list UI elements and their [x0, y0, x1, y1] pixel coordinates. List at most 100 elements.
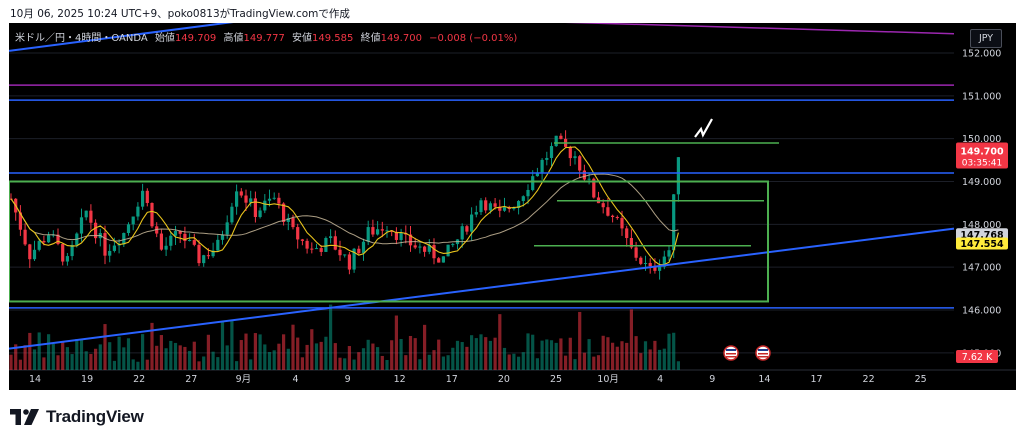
ma-fast-price-tag: 147.554	[960, 239, 1004, 250]
lower-trendline	[9, 227, 955, 350]
volume-bar	[568, 337, 572, 370]
candle-body	[131, 216, 135, 225]
volume-bar	[404, 355, 408, 370]
candle-body	[164, 245, 168, 250]
x-tick-label: 25	[550, 374, 562, 385]
volume-bar	[418, 359, 422, 370]
candle-body	[376, 229, 380, 235]
volume-bar	[615, 346, 619, 370]
x-tick-label: 9	[709, 374, 715, 385]
price-axis: 152.000 151.000 150.000 149.000 148.000 147.0…	[962, 48, 1001, 359]
candle-body	[653, 266, 657, 271]
candle-body	[286, 217, 290, 222]
candle-body	[488, 203, 492, 211]
flag-stripe	[758, 356, 768, 358]
candle-body	[385, 230, 389, 232]
candle-body	[235, 191, 239, 207]
volume-bar	[399, 339, 403, 370]
volume-bar	[479, 334, 483, 370]
volume-bar	[108, 342, 112, 370]
open-label: 始値	[154, 33, 175, 44]
volume-bar	[244, 333, 248, 370]
volume-bar	[559, 338, 563, 370]
volume-bar	[239, 340, 243, 370]
time-axis: 14 19 22 27 9月 4 9 12 17 20 25 10月 4 9 14 17 22 25	[29, 374, 927, 385]
candle-body	[253, 198, 257, 217]
candle-body	[173, 230, 178, 236]
candle-body	[32, 249, 37, 260]
volume-bar	[451, 347, 455, 370]
volume-bar	[211, 351, 215, 370]
volume-bar	[427, 354, 431, 370]
volume-bar	[291, 324, 295, 370]
candle-body	[216, 239, 220, 251]
volume-bar	[28, 332, 32, 370]
volume-bar	[159, 335, 163, 370]
volume-bar	[531, 334, 535, 370]
volume-bar	[333, 343, 337, 370]
candle-body	[432, 245, 436, 259]
volume-bar	[498, 314, 502, 370]
change-value: −0.008 (−0.01%)	[429, 33, 518, 44]
candle-body	[615, 216, 619, 219]
projection-arrow	[694, 118, 713, 138]
volume-bar	[357, 352, 361, 370]
volume-bar	[601, 335, 605, 370]
volume-bar	[658, 349, 662, 370]
candle-body	[625, 228, 629, 239]
volume-bar	[343, 358, 347, 370]
volume-bar	[329, 304, 333, 370]
candle-body	[310, 248, 314, 250]
candle-body	[305, 240, 309, 249]
volume-bar	[131, 359, 135, 370]
candle-body	[267, 198, 272, 201]
volume-bar	[455, 340, 460, 370]
volume-bar	[206, 334, 210, 370]
candle-body	[441, 256, 445, 263]
volume-bar	[582, 352, 586, 370]
x-tick-label: 20	[498, 374, 510, 385]
candle-body	[578, 156, 582, 171]
volume-bar	[352, 359, 356, 370]
x-tick-label: 4	[657, 374, 663, 385]
flag-stripe	[726, 356, 736, 358]
candle-body	[202, 255, 206, 264]
x-tick-label: 22	[133, 374, 145, 385]
candle-body	[493, 203, 497, 207]
volume-bar	[507, 354, 511, 370]
low-value: 149.585	[312, 33, 354, 44]
candle-body	[65, 256, 69, 262]
candle-body	[263, 200, 267, 211]
candle-body	[37, 241, 41, 250]
x-tick-label: 14	[29, 374, 41, 385]
x-tick-label: 9月	[236, 374, 252, 385]
candle-body	[498, 206, 502, 211]
volume-bar	[549, 340, 554, 370]
volume-bar	[592, 356, 596, 370]
volume-bar	[423, 324, 427, 370]
candle-body	[629, 238, 633, 248]
chart-area[interactable]: 152.000 151.000 150.000 149.000 148.000 147.0…	[9, 23, 1016, 390]
candle-body	[611, 215, 615, 217]
candle-body	[122, 233, 126, 245]
volume-bar	[474, 338, 478, 370]
currency-button[interactable]: JPY	[970, 29, 1002, 48]
volume-bar	[662, 348, 666, 370]
candle-body	[634, 247, 638, 258]
candle-body	[56, 234, 60, 245]
volume-bar	[408, 335, 413, 370]
open-value: 149.709	[174, 33, 217, 44]
candle-body	[535, 172, 539, 177]
volume-bar	[437, 339, 441, 370]
flag-stripe	[726, 353, 736, 355]
candle-body	[300, 239, 304, 241]
volume-bar	[145, 359, 149, 370]
volume-bar	[361, 348, 366, 370]
volume-bar	[296, 337, 300, 370]
volume-bar	[126, 338, 131, 370]
price-chart[interactable]: 152.000 151.000 150.000 149.000 148.000 147.0…	[9, 23, 1016, 390]
candle-body	[258, 210, 262, 217]
volume-bar	[169, 340, 173, 370]
candle-body	[380, 229, 384, 231]
ma-slow-price-tag-bg	[956, 228, 1008, 241]
